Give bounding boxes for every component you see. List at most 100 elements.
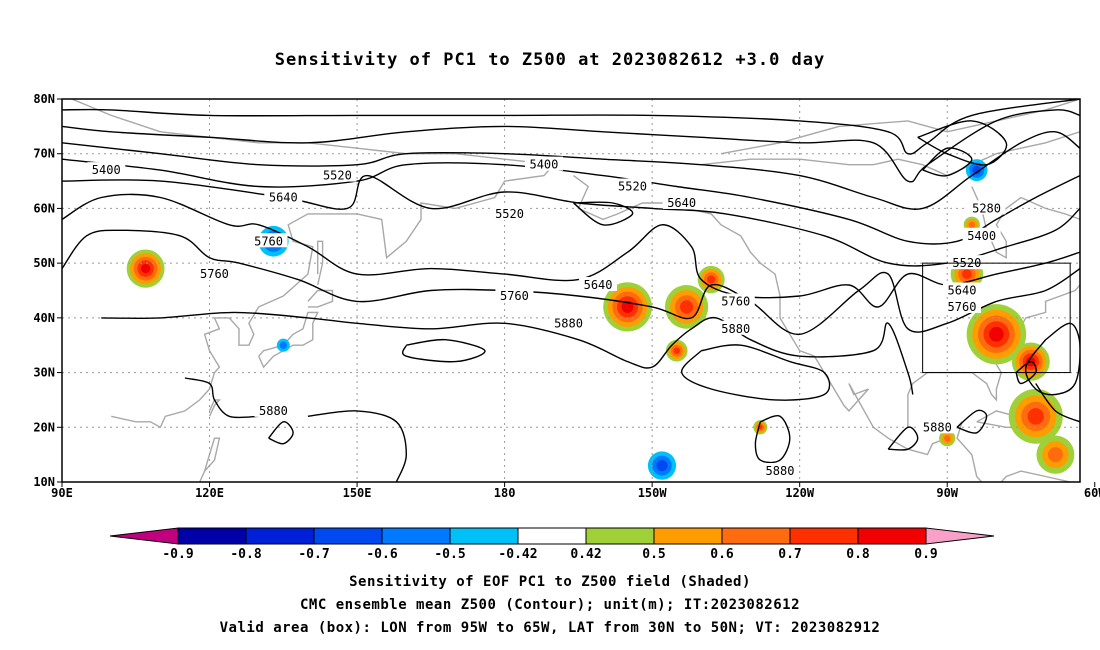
contour-label-bg bbox=[195, 266, 234, 281]
contour-label-bg bbox=[942, 282, 981, 297]
coastline bbox=[208, 399, 221, 417]
lon-tick-label: 90W bbox=[936, 486, 958, 500]
lat-tick-label: 70N bbox=[33, 147, 55, 161]
sensitivity-shade bbox=[680, 300, 694, 314]
sensitivity-shade bbox=[140, 263, 151, 274]
lon-tick-label: 150W bbox=[638, 486, 668, 500]
lon-tick-label: 120W bbox=[785, 486, 815, 500]
colorbar-cell bbox=[585, 527, 655, 545]
z500-contour bbox=[917, 120, 1008, 166]
contour-label: 5880 bbox=[766, 464, 795, 478]
z500-contour bbox=[573, 201, 634, 226]
contour-label-bg bbox=[579, 277, 618, 292]
colorbar-tick-label: 0.7 bbox=[778, 547, 801, 562]
contour-label: 5760 bbox=[721, 294, 750, 308]
contour-label: 5640 bbox=[269, 190, 298, 204]
plot-frame bbox=[61, 98, 1081, 483]
z500-contour bbox=[307, 410, 408, 482]
valid-area-box bbox=[922, 262, 1071, 374]
z500-contour bbox=[887, 426, 919, 451]
contour-label: 5400 bbox=[529, 158, 558, 172]
z500-contour bbox=[62, 131, 1080, 210]
contour-label-bg bbox=[662, 194, 701, 209]
colorbar-tick-label: 0.9 bbox=[914, 547, 937, 562]
contour-label-bg bbox=[716, 293, 755, 308]
sensitivity-shade bbox=[1027, 408, 1044, 425]
colorbar-cell bbox=[517, 527, 587, 545]
contour-label: 5400 bbox=[92, 163, 121, 177]
colorbar-tick-label: -0.6 bbox=[366, 547, 397, 562]
colorbar-tick-label: -0.42 bbox=[498, 547, 537, 562]
contour-label-bg bbox=[549, 315, 588, 330]
caption-contour: CMC ensemble mean Z500 (Contour); unit(m… bbox=[299, 597, 800, 613]
sensitivity-shade bbox=[279, 341, 287, 349]
colorbar-cell bbox=[381, 527, 451, 545]
lon-tick-label: 90E bbox=[51, 486, 73, 500]
contour-label-bg bbox=[249, 233, 288, 248]
z500-contour bbox=[401, 338, 486, 363]
sensitivity-shade bbox=[656, 459, 668, 472]
contour-label: 5640 bbox=[667, 196, 696, 210]
lon-tick-label: 150E bbox=[343, 486, 372, 500]
colorbar-tick-label: -0.5 bbox=[434, 547, 465, 562]
contour-label: 5520 bbox=[618, 180, 647, 194]
lat-tick-label: 10N bbox=[33, 475, 55, 489]
z500-contour bbox=[680, 344, 831, 401]
lat-tick-label: 30N bbox=[33, 366, 55, 380]
colorbar-tick-label: -0.9 bbox=[162, 547, 193, 562]
contour-label-bg bbox=[947, 255, 986, 270]
contour-label-bg bbox=[967, 200, 1006, 215]
contour-label-bg bbox=[87, 162, 126, 177]
z500-contour bbox=[101, 311, 914, 395]
colorbar-cell bbox=[313, 527, 383, 545]
contour-label: 5640 bbox=[948, 284, 977, 298]
colorbar: -0.9 -0.8 -0.7 -0.6 -0.5 -0.42 0.42 0.5 0.6 0.7 0.… bbox=[109, 527, 995, 562]
contour-label: 5880 bbox=[259, 404, 288, 418]
contour-label: 5760 bbox=[948, 300, 977, 314]
coastline bbox=[971, 186, 1080, 259]
contour-label: 5760 bbox=[254, 234, 283, 248]
coastline bbox=[907, 284, 1080, 428]
contour-label: 5520 bbox=[323, 169, 352, 183]
z500-contour bbox=[922, 147, 973, 177]
sensitivity-shade bbox=[707, 275, 716, 284]
sensitivity-shade bbox=[972, 165, 981, 175]
contour-label-bg bbox=[942, 298, 981, 313]
colorbar-cell bbox=[449, 527, 519, 545]
gridline-layer bbox=[62, 99, 1080, 482]
colorbar-end-neg bbox=[109, 527, 179, 545]
sensitivity-shade bbox=[989, 326, 1004, 342]
contour-label: 5880 bbox=[554, 316, 583, 330]
contour-label: 5520 bbox=[495, 207, 524, 221]
lat-tick-label: 50N bbox=[33, 256, 55, 270]
page-title: Sensitivity of PC1 to Z500 at 2023082612… bbox=[274, 50, 826, 70]
contour-label-bg bbox=[524, 156, 563, 171]
colorbar-cell bbox=[721, 527, 791, 545]
contour-label-bg bbox=[318, 167, 357, 182]
coastline bbox=[573, 175, 1072, 482]
contour-label: 5640 bbox=[584, 278, 613, 292]
z500-contour bbox=[754, 415, 791, 464]
sensitivity-shade bbox=[1047, 447, 1063, 463]
contour-label: 5880 bbox=[923, 420, 952, 434]
colorbar-cell bbox=[857, 527, 927, 545]
colorbar-cell bbox=[245, 527, 315, 545]
lat-tick-label: 20N bbox=[33, 420, 55, 434]
colorbar-end-pos bbox=[925, 527, 995, 545]
contour-label-bg bbox=[254, 402, 293, 417]
caption-shaded: Sensitivity of EOF PC1 to Z500 field (Sh… bbox=[349, 574, 751, 590]
contour-label-bg bbox=[264, 189, 303, 204]
contour-label: 5760 bbox=[500, 289, 529, 303]
sensitivity-shade bbox=[968, 221, 976, 229]
colorbar-cell bbox=[789, 527, 859, 545]
coastline bbox=[307, 289, 334, 308]
z500-contour bbox=[1035, 383, 1080, 423]
z500-contour bbox=[62, 193, 1080, 308]
z500-contour bbox=[184, 377, 259, 419]
contour-label-layer: 5400 5520 5400 5640 5520 5640 5520 5760 5280 5400… bbox=[87, 156, 1006, 478]
contour-label: 5760 bbox=[200, 267, 229, 281]
colorbar-tick-label: -0.7 bbox=[298, 547, 329, 562]
colorbar-tick-label: 0.8 bbox=[846, 547, 870, 562]
